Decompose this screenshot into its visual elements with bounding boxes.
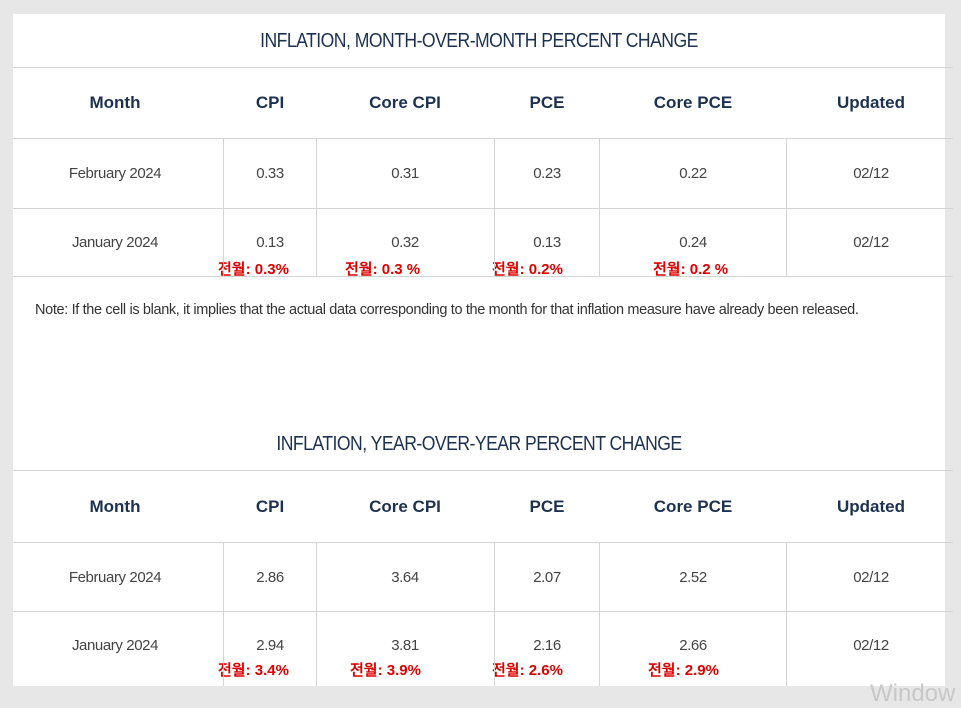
yoy-table-title: INFLATION, YEAR-OVER-YEAR PERCENT CHANGE [276, 433, 682, 455]
col-header-core-cpi: Core CPI [369, 93, 441, 112]
prev-month-annotation: 전월: 3.4% [218, 662, 289, 679]
prev-month-annotation: 전월: 0.3% [218, 261, 289, 278]
cell-core-pce: 2.52 [679, 569, 707, 586]
col-header-updated: Updated [837, 497, 905, 516]
prev-month-annotation: 전월: 0.3 % [345, 261, 421, 278]
cell-pce: 2.07 [533, 569, 561, 586]
column-divider [494, 139, 495, 277]
col-header-month: Month [89, 497, 141, 516]
column-divider [786, 139, 787, 277]
col-header-month: Month [89, 93, 141, 112]
column-divider [316, 139, 317, 277]
cell-month: February 2024 [68, 569, 162, 586]
divider [13, 67, 953, 68]
cell-pce: 0.13 [533, 234, 561, 251]
column-divider [599, 543, 600, 686]
divider [13, 611, 953, 612]
prev-month-annotation: 전월: 0.2% [492, 261, 563, 278]
cell-core-pce: 0.24 [679, 234, 707, 251]
divider [13, 470, 953, 471]
col-header-pce: PCE [529, 497, 565, 516]
column-divider [223, 543, 224, 686]
prev-month-annotation: 전월: 2.9% [648, 662, 719, 679]
cell-core-cpi: 3.64 [391, 569, 419, 586]
divider [13, 276, 953, 277]
cell-core-cpi: 0.31 [391, 165, 419, 182]
column-divider [786, 543, 787, 686]
prev-month-annotation: 전월: 3.9% [350, 662, 421, 679]
divider [13, 138, 953, 139]
cell-month: January 2024 [71, 234, 159, 251]
cell-core-cpi: 0.32 [391, 234, 419, 251]
column-divider [316, 543, 317, 686]
cell-cpi: 0.13 [256, 234, 284, 251]
prev-month-annotation: 전월: 2.6% [492, 662, 563, 679]
cell-core-pce: 2.66 [679, 637, 707, 654]
prev-month-annotation: 전월: 0.2 % [653, 261, 729, 278]
cell-pce: 2.16 [533, 637, 561, 654]
cell-cpi: 2.94 [256, 637, 284, 654]
col-header-core-cpi: Core CPI [369, 497, 441, 516]
cell-cpi: 2.86 [256, 569, 284, 586]
col-header-updated: Updated [837, 93, 905, 112]
cell-month: January 2024 [71, 637, 159, 654]
cell-core-cpi: 3.81 [391, 637, 419, 654]
divider [13, 208, 953, 209]
cell-updated: 02/12 [853, 234, 889, 251]
column-divider [223, 139, 224, 277]
mom-table-title: INFLATION, MONTH-OVER-MONTH PERCENT CHAN… [260, 30, 698, 52]
cell-updated: 02/12 [853, 637, 889, 654]
windows-activation-watermark: Window [870, 680, 956, 707]
content-panel: INFLATION, MONTH-OVER-MONTH PERCENT CHAN… [13, 14, 953, 686]
col-header-pce: PCE [529, 93, 565, 112]
cell-month: February 2024 [68, 165, 162, 182]
col-header-cpi: CPI [255, 497, 285, 516]
table-note: Note: If the cell is blank, it implies t… [35, 302, 859, 318]
divider [13, 542, 953, 543]
col-header-cpi: CPI [255, 93, 285, 112]
column-divider [599, 139, 600, 277]
col-header-core-pce: Core PCE [653, 93, 733, 112]
cell-updated: 02/12 [853, 165, 889, 182]
cell-cpi: 0.33 [256, 165, 284, 182]
cell-core-pce: 0.22 [679, 165, 707, 182]
col-header-core-pce: Core PCE [653, 497, 733, 516]
cell-pce: 0.23 [533, 165, 561, 182]
column-divider [494, 543, 495, 686]
cell-updated: 02/12 [853, 569, 889, 586]
